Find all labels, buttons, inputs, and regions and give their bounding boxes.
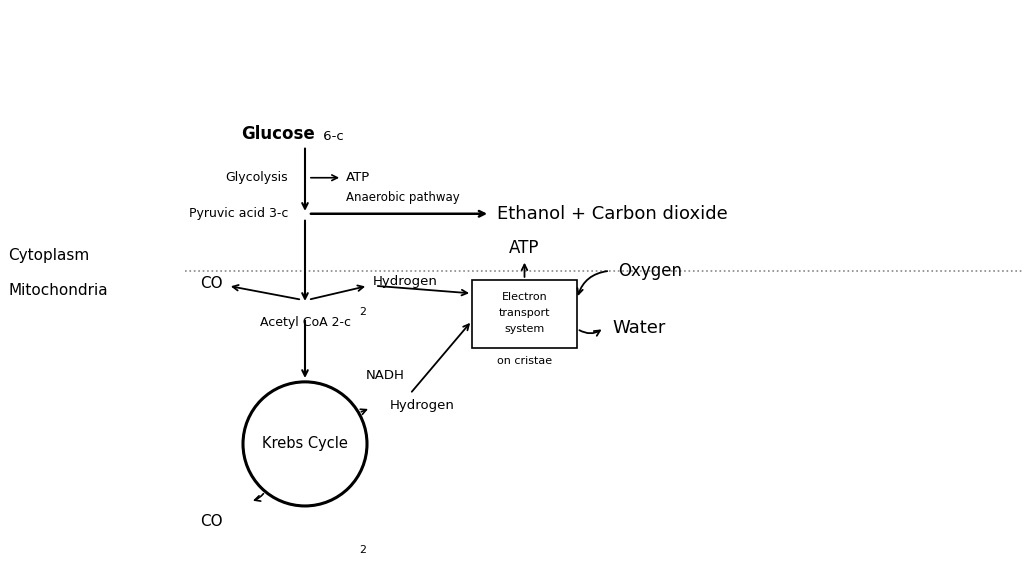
Text: system: system <box>505 324 545 334</box>
Text: transport: transport <box>499 308 550 318</box>
Text: Oxygen: Oxygen <box>618 262 682 280</box>
Text: Glycolysis: Glycolysis <box>225 171 288 184</box>
Text: CO: CO <box>200 514 222 529</box>
Text: Cytoplasm: Cytoplasm <box>8 248 89 263</box>
Text: ATP: ATP <box>346 171 371 184</box>
Text: Acetyl CoA 2-c: Acetyl CoA 2-c <box>259 316 350 329</box>
Text: Glucose: Glucose <box>242 124 315 143</box>
Text: Krebs Cycle: Krebs Cycle <box>262 437 348 452</box>
Text: on cristae: on cristae <box>497 356 552 366</box>
Text: Water: Water <box>612 319 666 337</box>
Text: Mitochondria: Mitochondria <box>8 283 108 298</box>
Text: Ethanol + Carbon dioxide: Ethanol + Carbon dioxide <box>497 204 728 223</box>
Text: Hydrogen: Hydrogen <box>390 399 455 412</box>
Text: 6-c: 6-c <box>319 130 344 143</box>
Text: Pyruvic acid 3-c: Pyruvic acid 3-c <box>188 207 288 220</box>
Text: NADH: NADH <box>366 369 404 382</box>
Text: Anaerobic pathway: Anaerobic pathway <box>346 191 460 204</box>
Text: Electron: Electron <box>502 292 548 302</box>
Text: 2: 2 <box>359 545 367 555</box>
Text: ATP: ATP <box>509 239 540 257</box>
Text: Hydrogen: Hydrogen <box>373 275 438 289</box>
Text: Second-stage process: Production of Acetyl Co.A and one molecule of carbon dioxi: Second-stage process: Production of Acet… <box>20 29 797 44</box>
Text: 2: 2 <box>359 308 367 317</box>
Bar <box>472 280 577 348</box>
Text: the electron transport system, which produce more carbon dioxide, water, and ATP: the electron transport system, which pro… <box>20 70 733 85</box>
Text: CO: CO <box>200 276 222 291</box>
